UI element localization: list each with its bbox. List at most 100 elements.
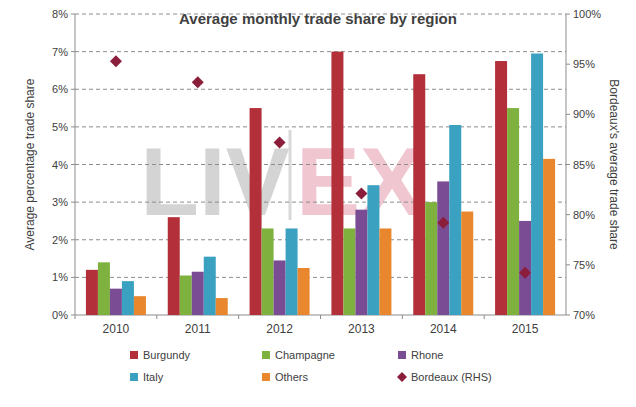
grid-line <box>75 164 566 165</box>
y-tick <box>71 89 75 90</box>
x-tick-label: 2014 <box>430 322 457 336</box>
legend-item: Champagne <box>262 349 335 361</box>
bar <box>425 202 437 315</box>
y2-tick-label: 70% <box>573 309 595 321</box>
y-tick-label: 0% <box>52 309 68 321</box>
bar <box>298 268 310 315</box>
y-tick <box>71 239 75 240</box>
legend-swatch <box>397 372 407 382</box>
y-tick-label: 1% <box>52 271 68 283</box>
legend-swatch <box>262 351 270 359</box>
x-tick <box>484 315 485 319</box>
bar <box>286 228 298 315</box>
point <box>519 267 531 279</box>
bar <box>495 61 507 315</box>
bar <box>379 228 391 315</box>
x-tick <box>320 315 321 319</box>
y-tick-label: 4% <box>52 159 68 171</box>
y-tick-label: 7% <box>52 46 68 58</box>
chart-svg: LIVEXAverage monthly trade share by regi… <box>0 0 636 407</box>
y-tick <box>71 51 75 52</box>
bar <box>180 275 192 315</box>
y2-tick <box>566 64 570 65</box>
x-tick-label: 2011 <box>185 322 211 336</box>
point <box>437 217 449 229</box>
chart-container: LIVEXAverage monthly trade share by regi… <box>0 0 636 407</box>
y2-tick <box>566 315 570 316</box>
bar <box>461 212 473 315</box>
y-axis-label: Average percentage trade share <box>23 78 37 250</box>
legend-item: Others <box>262 371 309 383</box>
y2-tick-label: 85% <box>573 159 595 171</box>
y-tick-label: 5% <box>52 121 68 133</box>
legend-item: Burgundy <box>130 349 191 361</box>
y2-tick <box>566 14 570 15</box>
legend-label: Italy <box>143 371 164 383</box>
bar <box>192 272 204 315</box>
y2-tick <box>566 264 570 265</box>
legend-item: Italy <box>130 371 164 383</box>
y2-tick-label: 80% <box>573 209 595 221</box>
bar <box>507 108 519 315</box>
y2-tick <box>566 114 570 115</box>
bar <box>168 217 180 315</box>
x-tick-label: 2012 <box>266 322 293 336</box>
point <box>355 188 367 200</box>
legend-label: Champagne <box>275 349 335 361</box>
bar <box>519 221 531 315</box>
y-axis <box>75 14 76 315</box>
x-tick-label: 2010 <box>103 322 130 336</box>
grid-line <box>75 202 566 203</box>
bar <box>86 270 98 315</box>
bar <box>367 185 379 315</box>
watermark-divider <box>289 130 292 220</box>
bar <box>343 228 355 315</box>
y2-tick-label: 100% <box>573 8 601 20</box>
x-tick <box>238 315 239 319</box>
legend-item: Bordeaux (RHS) <box>397 371 492 383</box>
bar <box>531 54 543 315</box>
plot-area <box>86 52 555 315</box>
title: Average monthly trade share by region <box>179 10 457 27</box>
legend-swatch <box>398 351 406 359</box>
legend-label: Bordeaux (RHS) <box>411 371 492 383</box>
legend-swatch <box>262 373 270 381</box>
point <box>110 55 122 67</box>
legend-swatch <box>130 351 138 359</box>
y-tick <box>71 14 75 15</box>
y2-axis <box>566 14 567 315</box>
x-tick <box>75 315 76 319</box>
watermark: LIV <box>140 128 289 235</box>
bar <box>204 257 216 315</box>
bar <box>110 289 122 315</box>
bar <box>250 108 262 315</box>
y-tick-label: 2% <box>52 234 68 246</box>
y-tick-label: 3% <box>52 196 68 208</box>
y-tick <box>71 126 75 127</box>
y2-axis-label: Bordeaux's average trade share <box>607 79 621 250</box>
grid-line <box>75 126 566 127</box>
bar <box>413 74 425 315</box>
y-tick <box>71 277 75 278</box>
legend-swatch <box>130 373 138 381</box>
bar <box>437 181 449 315</box>
legend-label: Burgundy <box>143 349 191 361</box>
grid-line <box>75 14 566 15</box>
bar <box>262 228 274 315</box>
bar <box>216 298 228 315</box>
grid-line <box>75 277 566 278</box>
y2-tick-label: 95% <box>573 58 595 70</box>
y-tick <box>71 164 75 165</box>
y2-tick <box>566 214 570 215</box>
y-tick <box>71 315 75 316</box>
bar <box>543 159 555 315</box>
legend-label: Rhone <box>411 349 443 361</box>
grid-line <box>75 239 566 240</box>
y2-tick-label: 90% <box>573 108 595 120</box>
grid-line <box>75 51 566 52</box>
bar <box>122 281 134 315</box>
legend-label: Others <box>275 371 309 383</box>
legend-item: Rhone <box>398 349 443 361</box>
y-tick <box>71 202 75 203</box>
point <box>274 136 286 148</box>
